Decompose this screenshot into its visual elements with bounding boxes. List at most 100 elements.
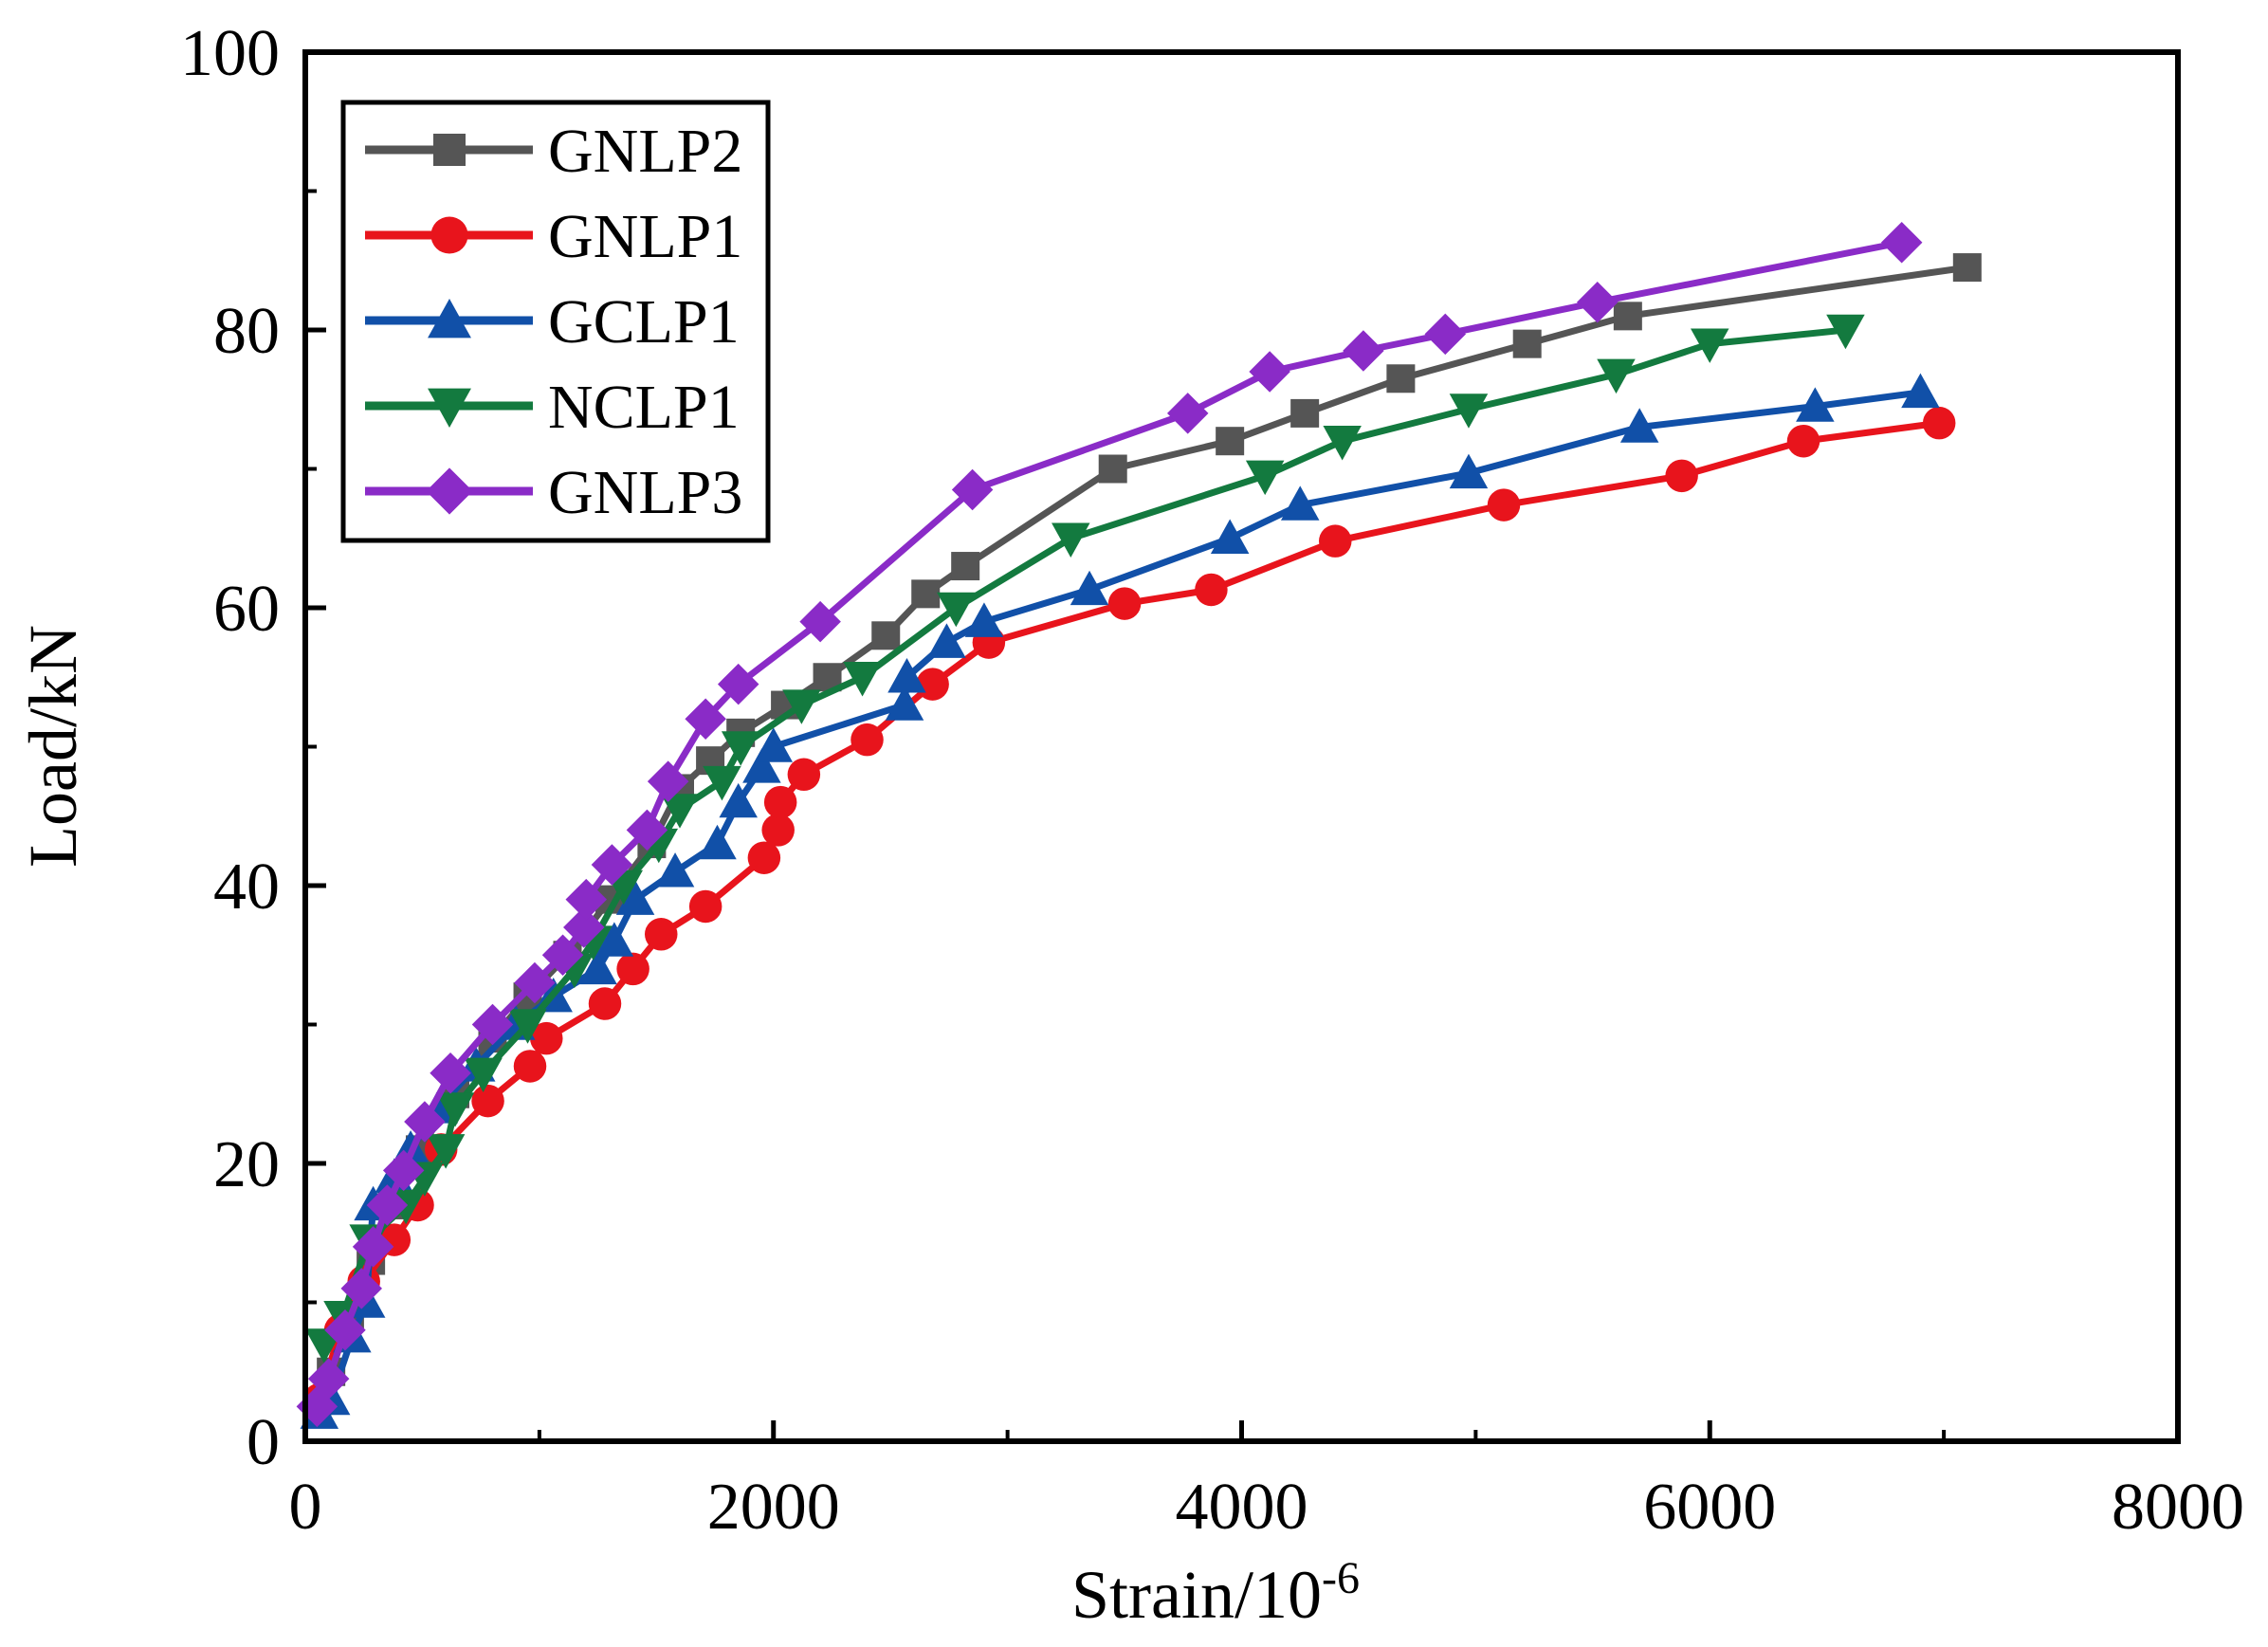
data-point-gnlp1	[787, 758, 821, 792]
legend-swatch-marker	[430, 216, 468, 254]
data-point-gnlp2	[911, 579, 941, 609]
y-tick-label: 80	[213, 295, 280, 368]
data-point-gnlp2	[1952, 253, 1982, 283]
data-point-gnlp3	[951, 468, 994, 511]
data-point-gnlp3	[1880, 221, 1923, 264]
series-gnlp3	[296, 221, 1923, 1428]
data-point-gnlp3	[647, 760, 689, 802]
data-point-gclp1	[698, 824, 737, 860]
x-axis-title-text: Strain/10	[1071, 1557, 1322, 1633]
data-point-gnlp1	[1195, 573, 1228, 607]
data-point-gnlp1	[688, 889, 722, 924]
data-point-gnlp2	[951, 552, 980, 581]
y-tick-label: 0	[247, 1406, 280, 1479]
data-point-gnlp3	[799, 600, 841, 643]
data-point-gnlp3	[685, 698, 726, 740]
legend-label: GNLP1	[548, 202, 742, 271]
data-point-gnlp1	[1107, 587, 1142, 620]
x-tick-label: 4000	[1176, 1471, 1308, 1544]
data-point-nclp1	[1449, 393, 1489, 429]
data-point-gnlp3	[352, 1226, 394, 1268]
data-point-gclp1	[887, 658, 926, 693]
data-point-nclp1	[1691, 328, 1729, 363]
y-tick-label: 20	[213, 1128, 280, 1201]
data-point-nclp1	[464, 1057, 503, 1093]
legend-swatch-marker	[426, 467, 473, 515]
legend-swatch-marker	[428, 388, 471, 428]
legend: GNLP2 GNLP1 GCLP1 NCLP1 GNLP3	[340, 100, 771, 543]
y-axis-title: Load/kN	[15, 625, 91, 868]
data-point-gnlp1	[471, 1084, 504, 1118]
data-point-gclp1	[927, 623, 966, 658]
data-point-gnlp2	[1290, 398, 1320, 428]
data-point-nclp1	[1245, 460, 1285, 496]
series-line-gclp1	[317, 389, 1921, 1416]
legend-swatch-marker	[433, 134, 466, 166]
data-point-gnlp2	[1098, 454, 1127, 484]
data-point-gnlp3	[1343, 330, 1384, 372]
data-point-nclp1	[703, 765, 741, 801]
data-point-gnlp1	[1319, 524, 1352, 558]
data-point-gclp1	[1901, 373, 1940, 409]
legend-label: NCLP1	[548, 373, 740, 442]
data-point-nclp1	[435, 1092, 475, 1127]
x-tick-label: 8000	[2112, 1471, 2244, 1544]
data-point-gnlp3	[1249, 351, 1290, 393]
data-point-gnlp3	[1424, 313, 1467, 356]
series-line-gnlp1	[316, 419, 1940, 1401]
data-point-gnlp3	[471, 1003, 514, 1046]
data-point-gnlp1	[1786, 424, 1820, 458]
data-point-gclp1	[1619, 408, 1659, 443]
data-point-gclp1	[1796, 387, 1835, 422]
data-point-gnlp2	[1512, 329, 1542, 358]
data-point-gnlp1	[747, 841, 781, 874]
legend-label: GNLP3	[548, 458, 742, 527]
legend-item-gnlp2: GNLP2	[365, 117, 742, 186]
data-point-gclp1	[754, 727, 793, 762]
series-layer	[296, 221, 1982, 1429]
data-point-gnlp1	[513, 1050, 547, 1083]
data-point-gnlp3	[565, 878, 607, 921]
data-point-gclp1	[578, 949, 617, 985]
series-gnlp1	[302, 406, 1956, 1417]
data-point-gnlp1	[616, 952, 649, 986]
data-point-gnlp3	[591, 844, 633, 886]
x-tick-label: 2000	[707, 1471, 840, 1544]
data-point-gnlp3	[1577, 281, 1619, 323]
data-point-gnlp1	[588, 987, 622, 1020]
data-point-gnlp3	[626, 809, 668, 851]
data-point-nclp1	[721, 731, 760, 766]
data-point-gclp1	[1280, 485, 1320, 521]
legend-item-gnlp3: GNLP3	[365, 458, 742, 527]
data-point-gnlp1	[761, 814, 795, 847]
data-point-gnlp3	[382, 1149, 425, 1192]
legend-item-nclp1: NCLP1	[365, 373, 740, 442]
data-point-gnlp1	[850, 723, 884, 757]
legend-label: GNLP2	[548, 117, 742, 186]
x-tick-label: 0	[289, 1471, 322, 1544]
data-point-nclp1	[782, 689, 821, 724]
data-point-nclp1	[1597, 358, 1636, 394]
data-point-gclp1	[1070, 570, 1109, 606]
data-point-nclp1	[937, 592, 976, 628]
data-point-gnlp1	[763, 785, 797, 819]
data-point-gclp1	[615, 880, 655, 915]
data-point-gnlp3	[430, 1052, 471, 1094]
data-point-gclp1	[885, 686, 924, 721]
data-point-nclp1	[660, 794, 700, 829]
data-point-gclp1	[1210, 519, 1250, 554]
data-point-gclp1	[719, 782, 758, 818]
legend-item-gnlp1: GNLP1	[365, 202, 742, 271]
data-point-gnlp1	[1665, 459, 1698, 493]
data-point-gnlp3	[324, 1309, 366, 1351]
data-point-gnlp3	[541, 934, 584, 976]
data-point-gnlp3	[340, 1268, 382, 1309]
data-point-gnlp3	[404, 1101, 446, 1143]
data-point-gnlp3	[1166, 393, 1209, 434]
x-tick-label: 6000	[1643, 1471, 1776, 1544]
data-point-gnlp2	[1216, 427, 1245, 456]
data-point-gnlp3	[717, 663, 759, 705]
data-point-gclp1	[594, 922, 634, 957]
